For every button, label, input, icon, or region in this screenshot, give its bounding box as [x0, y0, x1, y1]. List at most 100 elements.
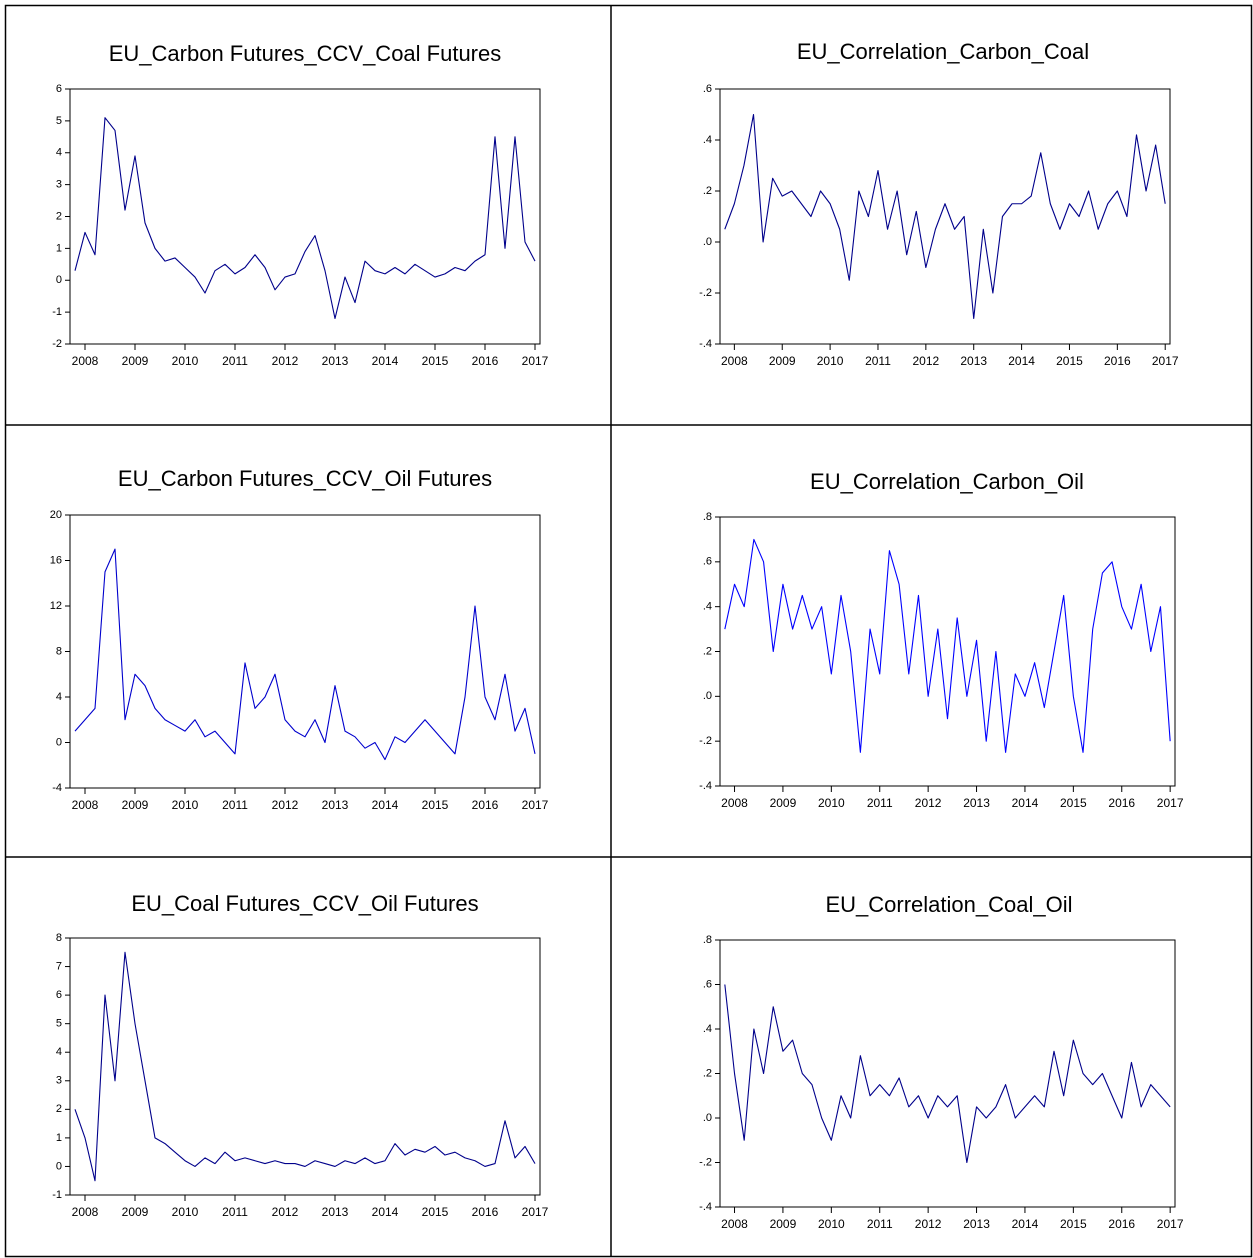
y-tick-label: 16: [50, 554, 62, 566]
plot-frame: [719, 939, 1176, 1208]
y-tick-label: 4: [56, 1046, 62, 1058]
series-line: [724, 984, 1171, 1164]
y-tick-label: -1: [52, 1189, 62, 1201]
x-tick-label: 2008: [721, 1217, 748, 1231]
x-tick-label: 2016: [1104, 354, 1131, 368]
x-tick-label: 2009: [122, 354, 149, 368]
y-tick-label: 1: [56, 242, 62, 254]
x-tick-label: 2008: [721, 354, 748, 368]
x-tick-label: 2017: [1157, 1217, 1184, 1231]
series-line: [724, 113, 1166, 320]
x-tick-label: 2014: [372, 354, 399, 368]
x-tick-label: 2014: [372, 1205, 399, 1219]
x-tick-label: 2013: [322, 1205, 349, 1219]
y-tick-label: -1: [52, 306, 62, 318]
x-tick-label: 2009: [769, 354, 796, 368]
y-tick-label: .4: [703, 601, 712, 613]
x-tick-label: 2009: [770, 796, 797, 810]
chart-title: EU_Carbon Futures_CCV_Coal Futures: [109, 41, 502, 66]
y-tick-label: .0: [703, 236, 712, 248]
x-tick-label: 2012: [272, 354, 299, 368]
series-line: [74, 117, 536, 320]
x-tick-label: 2010: [172, 354, 199, 368]
y-tick-label: .6: [703, 83, 712, 95]
plot-frame: [69, 88, 541, 345]
chart-title: EU_Correlation_Carbon_Coal: [797, 39, 1089, 64]
y-tick-label: -.2: [699, 1156, 712, 1168]
x-tick-label: 2014: [1012, 796, 1039, 810]
x-tick-label: 2016: [472, 1205, 499, 1219]
x-tick-label: 2017: [522, 798, 549, 812]
x-tick-label: 2008: [72, 798, 99, 812]
y-tick-label: -4: [52, 782, 62, 794]
x-tick-label: 2012: [272, 798, 299, 812]
x-tick-label: 2015: [1056, 354, 1083, 368]
x-tick-label: 2010: [818, 1217, 845, 1231]
x-tick-label: 2016: [1108, 1217, 1135, 1231]
y-tick-label: .0: [703, 690, 712, 702]
y-tick-label: .2: [703, 1067, 712, 1079]
plot-frame: [69, 937, 541, 1196]
x-tick-label: 2015: [422, 354, 449, 368]
x-tick-label: 2011: [222, 354, 248, 368]
x-tick-label: 2011: [222, 1205, 248, 1219]
y-tick-label: 4: [56, 691, 62, 703]
y-tick-label: .6: [703, 556, 712, 568]
y-tick-label: 8: [56, 932, 62, 944]
y-tick-label: -.4: [699, 780, 712, 792]
series-line: [74, 548, 536, 761]
y-tick-label: .4: [703, 134, 712, 146]
x-tick-label: 2015: [422, 1205, 449, 1219]
y-tick-label: 2: [56, 1103, 62, 1115]
y-tick-label: -.4: [699, 338, 712, 350]
x-tick-label: 2009: [770, 1217, 797, 1231]
x-tick-label: 2017: [522, 354, 549, 368]
y-tick-label: 1: [56, 1132, 62, 1144]
x-tick-label: 2015: [1060, 1217, 1087, 1231]
x-tick-label: 2011: [867, 796, 893, 810]
x-tick-label: 2016: [472, 354, 499, 368]
x-tick-label: 2009: [122, 798, 149, 812]
chart-title: EU_Correlation_Coal_Oil: [825, 892, 1072, 917]
series-line: [74, 951, 536, 1182]
y-tick-label: 0: [56, 1160, 62, 1172]
x-tick-label: 2010: [172, 798, 199, 812]
x-tick-label: 2016: [472, 798, 499, 812]
y-tick-label: 2: [56, 210, 62, 222]
x-tick-label: 2008: [72, 354, 99, 368]
chart-title: EU_Carbon Futures_CCV_Oil Futures: [118, 466, 492, 491]
y-tick-label: -.4: [699, 1201, 712, 1213]
x-tick-label: 2013: [322, 798, 349, 812]
y-tick-label: .2: [703, 645, 712, 657]
y-tick-label: 6: [56, 83, 62, 95]
plot-frame: [719, 516, 1176, 787]
chart-title: EU_Coal Futures_CCV_Oil Futures: [131, 891, 478, 916]
y-tick-label: 0: [56, 274, 62, 286]
x-tick-label: 2008: [72, 1205, 99, 1219]
x-tick-label: 2014: [372, 798, 399, 812]
x-tick-label: 2010: [818, 796, 845, 810]
x-tick-label: 2013: [322, 354, 349, 368]
x-tick-label: 2010: [817, 354, 844, 368]
outer-border: [4, 4, 1253, 1258]
x-tick-label: 2012: [915, 1217, 942, 1231]
y-tick-label: 20: [50, 509, 62, 521]
x-tick-label: 2015: [422, 798, 449, 812]
y-tick-label: .6: [703, 978, 712, 990]
y-tick-label: 7: [56, 960, 62, 972]
y-tick-label: 12: [50, 600, 62, 612]
x-tick-label: 2011: [865, 354, 891, 368]
x-tick-label: 2012: [912, 354, 939, 368]
x-tick-label: 2008: [721, 796, 748, 810]
y-tick-label: 5: [56, 1018, 62, 1030]
x-tick-label: 2014: [1012, 1217, 1039, 1231]
y-tick-label: -.2: [699, 287, 712, 299]
y-tick-label: 6: [56, 989, 62, 1001]
x-tick-label: 2011: [867, 1217, 893, 1231]
x-tick-label: 2013: [960, 354, 987, 368]
y-tick-label: .8: [703, 934, 712, 946]
x-tick-label: 2014: [1008, 354, 1035, 368]
x-tick-label: 2017: [1157, 796, 1184, 810]
y-tick-label: 5: [56, 115, 62, 127]
